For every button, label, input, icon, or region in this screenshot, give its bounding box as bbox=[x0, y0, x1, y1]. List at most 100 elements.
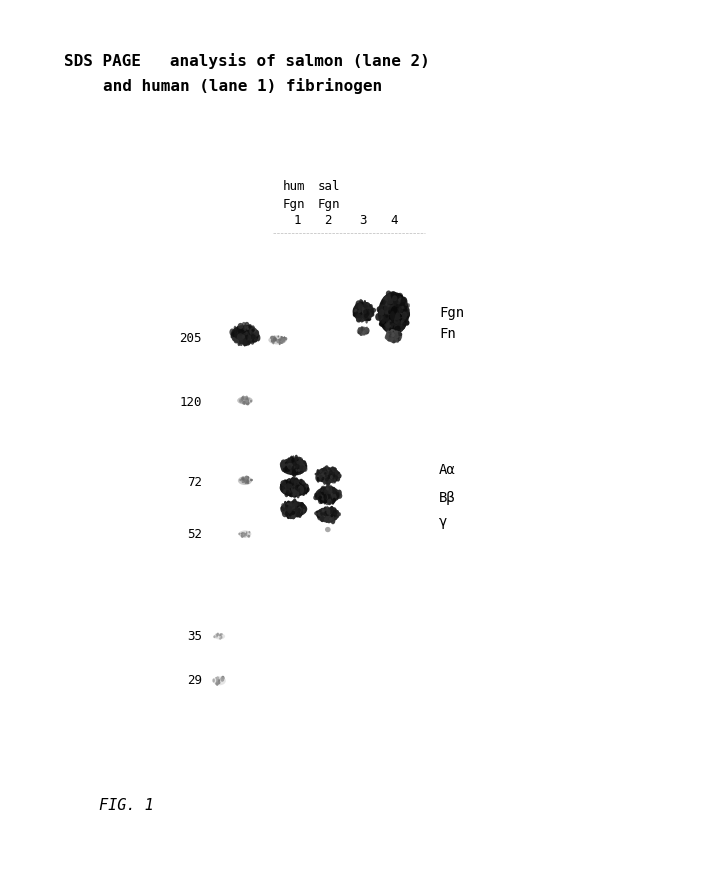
Ellipse shape bbox=[251, 332, 253, 337]
Ellipse shape bbox=[360, 303, 365, 310]
Ellipse shape bbox=[404, 312, 406, 313]
Ellipse shape bbox=[379, 314, 383, 320]
Ellipse shape bbox=[387, 293, 389, 296]
Ellipse shape bbox=[391, 337, 394, 343]
Ellipse shape bbox=[319, 474, 323, 481]
Ellipse shape bbox=[292, 459, 297, 465]
Ellipse shape bbox=[316, 510, 321, 517]
Ellipse shape bbox=[326, 497, 331, 501]
Ellipse shape bbox=[317, 496, 322, 502]
Ellipse shape bbox=[365, 328, 367, 331]
Ellipse shape bbox=[387, 333, 389, 336]
Ellipse shape bbox=[295, 467, 299, 473]
Ellipse shape bbox=[360, 302, 363, 306]
Ellipse shape bbox=[271, 339, 274, 343]
Ellipse shape bbox=[238, 476, 252, 485]
Ellipse shape bbox=[303, 487, 306, 490]
Ellipse shape bbox=[252, 339, 255, 343]
Ellipse shape bbox=[385, 317, 391, 323]
Ellipse shape bbox=[365, 327, 367, 330]
Ellipse shape bbox=[322, 489, 327, 495]
Ellipse shape bbox=[368, 309, 373, 316]
Ellipse shape bbox=[329, 515, 330, 517]
Ellipse shape bbox=[322, 517, 327, 521]
Ellipse shape bbox=[393, 301, 395, 303]
Ellipse shape bbox=[391, 315, 396, 323]
Ellipse shape bbox=[336, 471, 338, 473]
Ellipse shape bbox=[390, 329, 394, 335]
Ellipse shape bbox=[393, 294, 398, 301]
Ellipse shape bbox=[282, 484, 285, 489]
Ellipse shape bbox=[399, 308, 403, 312]
Ellipse shape bbox=[372, 311, 375, 315]
Ellipse shape bbox=[281, 486, 285, 490]
Ellipse shape bbox=[292, 472, 295, 476]
Ellipse shape bbox=[385, 321, 391, 328]
Ellipse shape bbox=[326, 471, 332, 478]
Ellipse shape bbox=[293, 502, 298, 506]
Ellipse shape bbox=[319, 469, 323, 473]
Ellipse shape bbox=[246, 325, 251, 333]
Ellipse shape bbox=[247, 535, 250, 538]
Ellipse shape bbox=[217, 633, 219, 635]
Ellipse shape bbox=[393, 325, 396, 329]
Ellipse shape bbox=[300, 485, 307, 493]
Ellipse shape bbox=[330, 488, 336, 493]
Ellipse shape bbox=[248, 326, 251, 330]
Ellipse shape bbox=[292, 510, 297, 516]
Ellipse shape bbox=[362, 330, 366, 334]
Ellipse shape bbox=[252, 332, 254, 336]
Ellipse shape bbox=[364, 330, 366, 334]
Ellipse shape bbox=[292, 498, 297, 506]
Ellipse shape bbox=[327, 491, 331, 498]
Ellipse shape bbox=[282, 485, 286, 489]
Ellipse shape bbox=[321, 486, 326, 490]
Ellipse shape bbox=[280, 338, 282, 341]
Ellipse shape bbox=[329, 497, 331, 498]
Ellipse shape bbox=[325, 518, 329, 522]
Ellipse shape bbox=[238, 323, 244, 329]
Ellipse shape bbox=[396, 325, 401, 332]
Ellipse shape bbox=[299, 509, 302, 516]
Ellipse shape bbox=[335, 513, 339, 519]
Ellipse shape bbox=[326, 492, 331, 497]
Ellipse shape bbox=[322, 473, 325, 477]
Ellipse shape bbox=[328, 489, 333, 494]
Ellipse shape bbox=[367, 311, 370, 313]
Ellipse shape bbox=[316, 511, 318, 514]
Ellipse shape bbox=[363, 312, 365, 315]
Ellipse shape bbox=[248, 324, 252, 329]
Ellipse shape bbox=[301, 467, 304, 472]
Ellipse shape bbox=[401, 312, 407, 318]
Ellipse shape bbox=[379, 307, 384, 315]
Ellipse shape bbox=[366, 308, 370, 312]
Ellipse shape bbox=[335, 493, 338, 496]
Ellipse shape bbox=[299, 491, 302, 496]
Ellipse shape bbox=[362, 307, 367, 314]
Ellipse shape bbox=[302, 485, 307, 490]
Ellipse shape bbox=[301, 489, 308, 494]
Ellipse shape bbox=[321, 475, 323, 477]
Ellipse shape bbox=[364, 329, 367, 334]
Ellipse shape bbox=[321, 512, 324, 516]
Ellipse shape bbox=[316, 473, 321, 479]
Ellipse shape bbox=[212, 678, 215, 683]
Ellipse shape bbox=[330, 515, 334, 522]
Text: SDS PAGE   analysis of salmon (lane 2): SDS PAGE analysis of salmon (lane 2) bbox=[64, 53, 430, 69]
Ellipse shape bbox=[392, 296, 394, 301]
Ellipse shape bbox=[387, 300, 390, 303]
Ellipse shape bbox=[240, 327, 244, 333]
Ellipse shape bbox=[337, 493, 342, 499]
Ellipse shape bbox=[321, 498, 324, 500]
Ellipse shape bbox=[328, 488, 331, 492]
Ellipse shape bbox=[329, 515, 335, 522]
Ellipse shape bbox=[362, 309, 367, 314]
Ellipse shape bbox=[284, 337, 287, 341]
Ellipse shape bbox=[358, 328, 361, 330]
Ellipse shape bbox=[395, 334, 397, 336]
Ellipse shape bbox=[378, 309, 382, 314]
Ellipse shape bbox=[319, 490, 321, 495]
Ellipse shape bbox=[327, 474, 330, 479]
Ellipse shape bbox=[324, 473, 326, 478]
Ellipse shape bbox=[316, 477, 320, 482]
